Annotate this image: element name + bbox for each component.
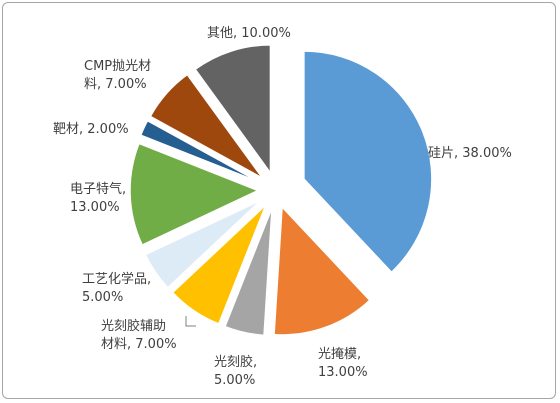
pie-slice-other bbox=[194, 44, 272, 176]
pie-slice-process-chemicals bbox=[144, 199, 262, 289]
data-label-silicon-wafer: 硅片, 38.00% bbox=[428, 146, 512, 161]
data-label-process-chemicals: 工艺化学品, 5.00% bbox=[82, 271, 151, 305]
data-label-cmp: CMP抛光材料, 7.00% bbox=[84, 59, 151, 92]
pie-slice-silicon-wafer bbox=[303, 50, 433, 274]
data-label-photoresist-aux: 光刻胶辅助材料, 7.00% bbox=[101, 318, 177, 352]
leader-line-photoresist-aux bbox=[185, 316, 196, 327]
pie-slice-photomask bbox=[273, 205, 371, 336]
pie-slice-cmp bbox=[149, 73, 264, 179]
pie-slice-specialty-gas bbox=[129, 142, 260, 247]
data-label-specialty-gas: 电子特气, 13.00% bbox=[70, 181, 126, 215]
pie-slice-target bbox=[139, 119, 261, 184]
data-label-other: 其他, 10.00% bbox=[207, 26, 291, 41]
data-label-photoresist: 光刻胶, 5.00% bbox=[214, 354, 257, 388]
data-label-photomask: 光掩模, 13.00% bbox=[318, 347, 368, 380]
pie-slice-photoresist-aux bbox=[171, 204, 267, 325]
pie-slice-photoresist bbox=[223, 207, 273, 337]
data-label-target: 靶材, 2.00% bbox=[53, 122, 129, 137]
